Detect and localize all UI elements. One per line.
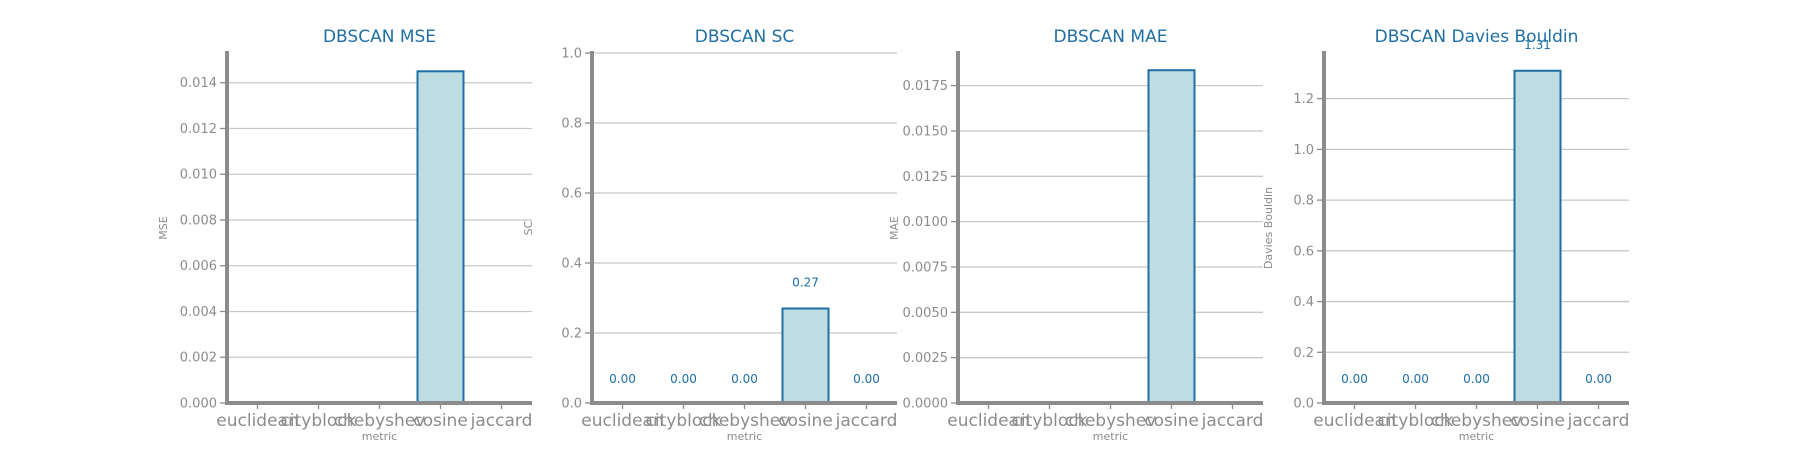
y-tick-label: 0.2 <box>1293 346 1314 361</box>
y-tick-label: 0.008 <box>180 213 217 228</box>
x-tick-label: cityblock <box>1012 411 1088 431</box>
y-tick-label: 0.6 <box>1293 244 1314 259</box>
x-tick-label: chebyshev <box>334 411 426 431</box>
bar-data-label: 0.00 <box>1463 372 1490 386</box>
y-tick-label: 0.0175 <box>903 79 949 94</box>
chart-panel-4: 0.0 0.2 0.4 0.6 0.8 1.0 1.2 0.00 euclidean 0.00 ci… <box>1262 27 1629 443</box>
bar <box>1147 69 1196 405</box>
x-axis-label: metric <box>1093 430 1128 443</box>
bar-data-label: 0.00 <box>670 372 697 386</box>
y-tick-label: 0.0 <box>561 397 582 412</box>
x-tick-label: jaccard <box>1567 411 1630 431</box>
chart-title: DBSCAN Davies Bouldin <box>1375 27 1579 47</box>
x-tick-label: jaccard <box>835 411 898 431</box>
x-tick-label: chebyshev <box>1431 411 1523 431</box>
chart-panel-1: 0.000 0.002 0.004 0.006 0.008 0.010 0.012 0.014… <box>157 27 532 443</box>
y-tick-label: 0.0075 <box>903 260 949 275</box>
y-tick-label: 0.4 <box>1293 295 1314 310</box>
x-tick-label: euclidean <box>947 411 1029 431</box>
y-tick-label: 0.0 <box>1293 397 1314 412</box>
chart-title: DBSCAN MAE <box>1054 27 1168 47</box>
y-tick-label: 0.8 <box>561 117 582 132</box>
y-tick-label: 0.010 <box>180 168 217 183</box>
x-axis-label: metric <box>362 430 397 443</box>
bar-data-label: 0.00 <box>731 372 758 386</box>
bar <box>1513 69 1562 404</box>
bar-data-label: 0.00 <box>609 372 636 386</box>
y-tick-label: 0.0025 <box>903 351 949 366</box>
x-tick-label: euclidean <box>1313 411 1395 431</box>
bar-data-label: 0.27 <box>792 276 819 290</box>
y-tick-label: 0.012 <box>180 122 217 137</box>
y-tick-label: 0.0000 <box>903 397 949 412</box>
y-axis-label: SC <box>522 220 535 235</box>
y-tick-label: 0.0050 <box>903 306 949 321</box>
y-axis-label: MSE <box>157 216 170 239</box>
y-tick-label: 0.0150 <box>903 124 949 139</box>
x-tick-label: chebyshev <box>1065 411 1157 431</box>
y-tick-label: 1.2 <box>1293 92 1314 107</box>
y-tick-label: 0.8 <box>1293 194 1314 209</box>
x-tick-label: cityblock <box>646 411 722 431</box>
x-tick-label: cityblock <box>1378 411 1454 431</box>
chart-title: DBSCAN SC <box>695 27 795 47</box>
x-tick-label: cosine <box>778 411 833 431</box>
x-tick-label: chebyshev <box>699 411 791 431</box>
y-tick-label: 1.0 <box>561 47 582 62</box>
bar-data-label: 0.00 <box>853 372 880 386</box>
x-tick-label: cosine <box>1144 411 1199 431</box>
x-tick-label: euclidean <box>581 411 663 431</box>
chart-panel-3: 0.0000 0.0025 0.0050 0.0075 0.0100 0.0125 0.01… <box>888 27 1263 443</box>
y-tick-label: 0.000 <box>180 397 217 412</box>
chart-panel-2: 0.0 0.2 0.4 0.6 0.8 1.0 0.00 euclidean 0.00 cityb… <box>522 27 897 443</box>
y-tick-label: 1.0 <box>1293 143 1314 158</box>
y-tick-label: 0.014 <box>180 76 217 91</box>
x-tick-label: jaccard <box>1201 411 1264 431</box>
y-tick-label: 0.0100 <box>903 215 949 230</box>
y-axis-label: MAE <box>888 216 901 240</box>
x-tick-label: cityblock <box>281 411 357 431</box>
y-tick-label: 0.006 <box>180 259 217 274</box>
bar <box>416 70 465 404</box>
y-axis-label: Davies Bouldin <box>1262 187 1275 269</box>
bar <box>781 307 830 404</box>
y-tick-label: 0.2 <box>561 327 582 342</box>
bar-data-label: 0.00 <box>1341 372 1368 386</box>
y-tick-label: 0.004 <box>180 305 217 320</box>
y-tick-label: 0.6 <box>561 187 582 202</box>
x-axis-label: metric <box>727 430 762 443</box>
x-axis-label: metric <box>1459 430 1494 443</box>
x-tick-label: cosine <box>1510 411 1565 431</box>
x-tick-label: jaccard <box>470 411 533 431</box>
x-tick-label: euclidean <box>216 411 298 431</box>
bar-data-label: 0.00 <box>1585 372 1612 386</box>
bar-data-label: 1.31 <box>1524 38 1551 52</box>
bar-data-label: 0.00 <box>1402 372 1429 386</box>
chart-title: DBSCAN MSE <box>323 27 436 47</box>
y-tick-label: 0.002 <box>180 351 217 366</box>
y-tick-label: 0.0125 <box>903 170 949 185</box>
y-tick-label: 0.4 <box>561 257 582 272</box>
x-tick-label: cosine <box>413 411 468 431</box>
